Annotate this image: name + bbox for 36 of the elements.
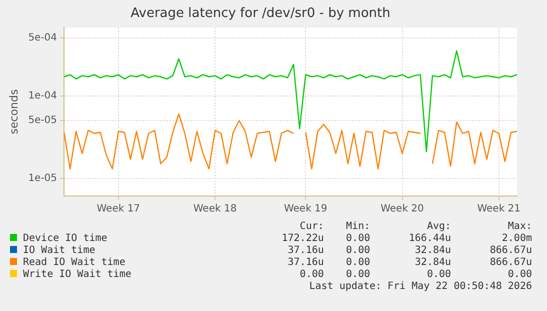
text: 32.84u bbox=[414, 256, 452, 268]
text: Min: bbox=[345, 220, 370, 232]
x-tick-label: Week 21 bbox=[477, 204, 521, 215]
legend-label: Read IO Wait time bbox=[22, 256, 126, 268]
text: 37.16u bbox=[286, 244, 324, 256]
text: Avg: bbox=[426, 220, 452, 232]
x-tick-label: Week 18 bbox=[193, 204, 237, 215]
text: 0.00 bbox=[345, 256, 370, 268]
x-tick-label: Week 19 bbox=[284, 204, 328, 215]
text: 32.84u bbox=[414, 244, 452, 256]
legend-label: Device IO time bbox=[22, 232, 108, 244]
text: Max: bbox=[506, 220, 532, 232]
y-axis-title: seconds bbox=[7, 89, 20, 134]
text: 172.22u bbox=[280, 232, 324, 244]
text: Cur: bbox=[298, 220, 324, 232]
y-tick-label: 1e-04 bbox=[28, 90, 58, 102]
text: 0.00 bbox=[345, 232, 370, 244]
text: 37.16u bbox=[286, 256, 324, 268]
text: 866.67u bbox=[488, 256, 532, 268]
text: 0.00 bbox=[298, 268, 324, 280]
text: 0.00 bbox=[426, 268, 452, 280]
y-tick-label: 5e-05 bbox=[28, 115, 58, 126]
text: 2.00m bbox=[500, 232, 532, 244]
text: 866.67u bbox=[488, 244, 532, 256]
legend-label: IO Wait time bbox=[22, 244, 96, 256]
text: 0.00 bbox=[345, 244, 370, 256]
x-tick-label: Week 17 bbox=[96, 204, 140, 215]
text: Last update: Fri May 22 00:50:48 2026 bbox=[308, 281, 532, 292]
text: 0.00 bbox=[345, 268, 370, 280]
x-tick-label: Week 20 bbox=[380, 204, 424, 215]
y-tick-label: 1e-05 bbox=[28, 172, 58, 184]
legend-label: Write IO Wait time bbox=[22, 268, 132, 280]
y-tick-label: 5e-04 bbox=[28, 32, 58, 44]
text: 0.00 bbox=[506, 268, 532, 280]
text: 166.44u bbox=[408, 232, 452, 244]
chart-title: Average latency for /dev/sr0 - by month bbox=[130, 6, 390, 22]
